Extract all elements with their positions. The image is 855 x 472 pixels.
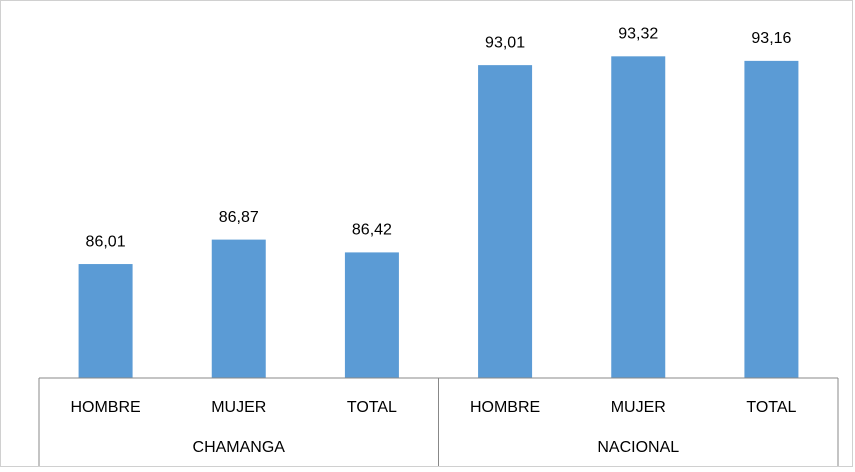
x-tick-label: HOMBRE — [470, 399, 540, 416]
x-tick-label: MUJER — [211, 399, 266, 416]
data-label: 86,01 — [86, 233, 126, 250]
x-tick-label: TOTAL — [347, 399, 397, 416]
bar — [478, 65, 533, 378]
x-tick-label: MUJER — [611, 399, 666, 416]
data-label: 86,42 — [352, 222, 392, 239]
data-label: 93,16 — [751, 30, 791, 47]
data-label: 93,32 — [618, 26, 658, 43]
data-label: 86,87 — [219, 209, 259, 226]
bar — [744, 60, 799, 379]
group-label: NACIONAL — [597, 439, 679, 456]
x-tick-label: TOTAL — [746, 399, 796, 416]
data-label: 93,01 — [485, 34, 525, 51]
group-label: CHAMANGA — [193, 439, 286, 456]
bar — [611, 56, 666, 378]
bar — [211, 239, 266, 378]
bar — [344, 252, 399, 378]
bar — [78, 264, 133, 378]
x-tick-label: HOMBRE — [70, 399, 140, 416]
